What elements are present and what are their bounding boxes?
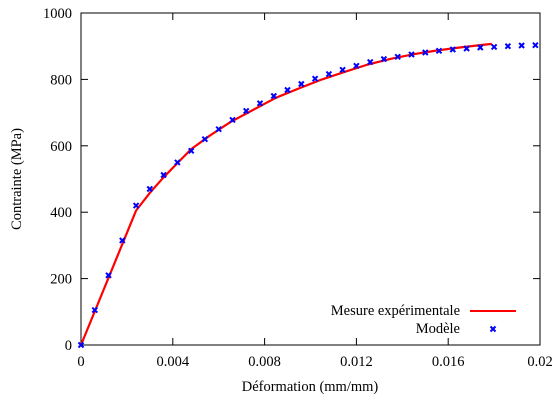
y-tick-label: 0 (65, 338, 72, 354)
model-data-point (160, 171, 167, 179)
x-tick-label: 0.016 (432, 354, 465, 370)
model-data-point (408, 51, 415, 58)
model-data-point (215, 125, 222, 133)
model-data-point (380, 55, 388, 63)
y-tick-label: 800 (50, 72, 72, 88)
model-data-point (532, 41, 539, 49)
legend: Mesure expérimentale Modèle (331, 303, 516, 337)
series-line-experimental (79, 42, 492, 346)
model-data-point (201, 135, 209, 143)
model-data-point (366, 58, 374, 66)
y-tick-label: 400 (50, 205, 72, 221)
model-data-point (435, 47, 443, 55)
model-data-point (298, 80, 305, 88)
x-axis-label: Déformation (mm/mm) (242, 379, 379, 395)
model-data-point (449, 46, 457, 53)
model-data-point (477, 44, 484, 51)
model-data-point (394, 53, 401, 61)
series-layer (77, 41, 539, 349)
model-data-point (187, 147, 195, 155)
model-data-point (119, 237, 126, 244)
plot-frame (80, 12, 541, 346)
model-data-point (105, 272, 112, 279)
model-data-point (256, 100, 264, 107)
model-data-point (325, 70, 333, 78)
legend-marker-model (489, 325, 497, 333)
legend-label-model: Modèle (416, 321, 460, 337)
model-data-point (229, 116, 236, 124)
x-axis-ticks: 0 0.004 0.008 0.012 0.016 0.02 (77, 13, 553, 370)
model-data-point (504, 42, 512, 50)
model-data-point (463, 45, 470, 52)
model-data-point (91, 306, 99, 314)
model-data-point (422, 49, 429, 56)
model-data-point (174, 159, 181, 166)
y-axis-ticks: 0 200 400 600 800 1000 (43, 6, 540, 354)
y-tick-label: 1000 (43, 6, 72, 22)
model-data-point (132, 202, 140, 209)
model-data-point (242, 107, 250, 115)
model-data-point (77, 341, 85, 349)
y-axis-label: Contrainte (MPa) (9, 128, 25, 230)
model-data-point (353, 62, 360, 70)
x-tick-label: 0.012 (340, 354, 373, 370)
model-data-point (284, 86, 291, 94)
model-data-point (490, 43, 498, 51)
x-tick-label: 0.008 (248, 354, 281, 370)
model-data-point (518, 42, 525, 49)
legend-label-experimental: Mesure expérimentale (331, 303, 460, 319)
model-data-point (146, 185, 154, 193)
y-tick-label: 600 (50, 139, 72, 155)
x-tick-label: 0 (77, 354, 84, 370)
x-tick-label: 0.004 (156, 354, 189, 370)
model-data-point (270, 92, 278, 100)
model-data-point (311, 75, 319, 82)
model-data-point (339, 66, 346, 74)
x-tick-label: 0.02 (527, 354, 552, 370)
y-tick-label: 200 (50, 272, 72, 288)
